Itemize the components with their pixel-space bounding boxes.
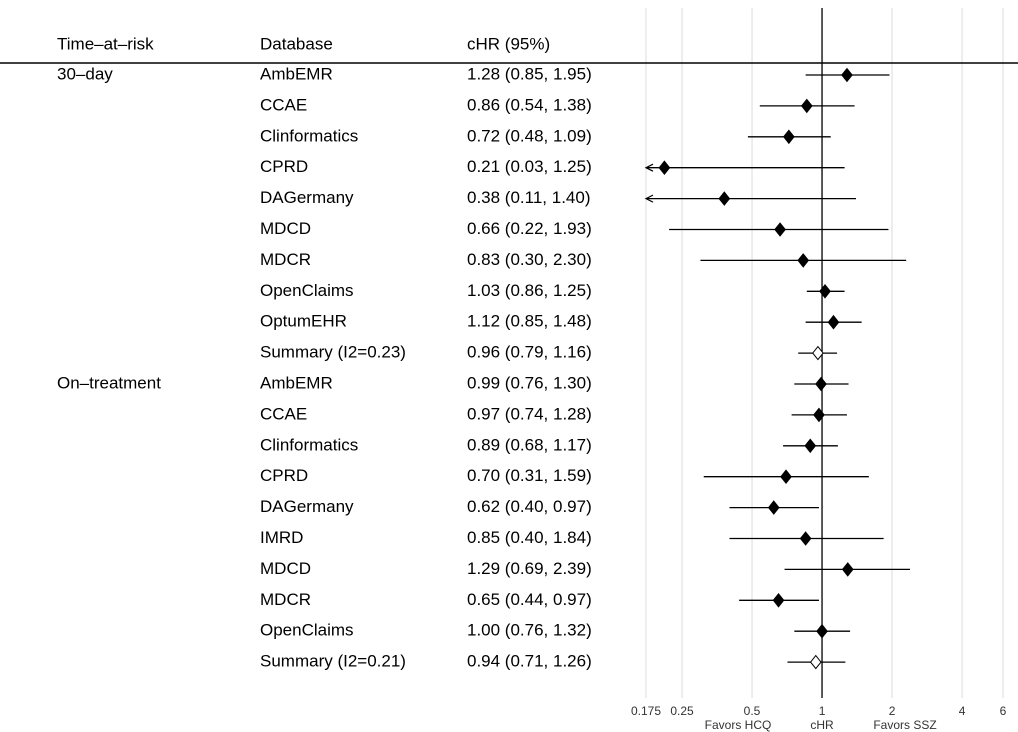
value-label: 0.94 (0.71, 1.26): [467, 652, 592, 671]
value-label: 1.03 (0.86, 1.25): [467, 281, 592, 300]
estimate-marker: [767, 500, 780, 515]
value-label: 0.86 (0.54, 1.38): [467, 95, 592, 114]
x-axis-label: cHR: [810, 718, 834, 732]
category-label: MDCD: [260, 219, 311, 238]
x-tick-label: 0.25: [670, 704, 694, 718]
value-label: 0.66 (0.22, 1.93): [467, 219, 592, 238]
category-label: Clinformatics: [260, 435, 358, 454]
category-label: Summary (I2=0.23): [260, 343, 406, 362]
value-label: 0.21 (0.03, 1.25): [467, 157, 592, 176]
value-label: 0.99 (0.76, 1.30): [467, 373, 592, 392]
value-label: 1.28 (0.85, 1.95): [467, 64, 592, 83]
category-label: Clinformatics: [260, 126, 358, 145]
value-label: 0.65 (0.44, 0.97): [467, 590, 592, 609]
column-header: Time–at–risk: [57, 34, 154, 53]
category-label: IMRD: [260, 528, 303, 547]
estimate-marker: [658, 160, 671, 176]
value-label: 0.97 (0.74, 1.28): [467, 404, 592, 423]
estimate-marker: [827, 314, 840, 330]
estimate-marker: [783, 129, 795, 145]
annotation: Favors SSZ: [873, 718, 936, 732]
category-label: OpenClaims: [260, 621, 354, 640]
category-label: CCAE: [260, 95, 307, 114]
x-tick-label: 0.5: [744, 704, 761, 718]
category-label: MDCR: [260, 250, 311, 269]
category-label: DAGermany: [260, 188, 354, 207]
estimate-marker: [812, 345, 824, 361]
value-label: 0.96 (0.79, 1.16): [467, 343, 592, 362]
category-label: CPRD: [260, 157, 308, 176]
category-label: CCAE: [260, 404, 307, 423]
estimate-marker: [813, 407, 825, 423]
category-label: MDCR: [260, 590, 311, 609]
estimate-marker: [815, 376, 827, 392]
x-tick-label: 6: [1000, 704, 1007, 718]
ci-arrow: [644, 163, 654, 172]
estimate-marker: [797, 253, 810, 268]
category-label: AmbEMR: [260, 64, 333, 83]
value-label: 0.83 (0.30, 2.30): [467, 250, 592, 269]
category-label: AmbEMR: [260, 373, 333, 392]
value-label: 0.38 (0.11, 1.40): [467, 188, 591, 207]
category-label: OptumEHR: [260, 312, 347, 331]
estimate-marker: [804, 438, 817, 454]
estimate-marker: [780, 469, 792, 485]
estimate-marker: [799, 531, 812, 546]
value-label: 1.29 (0.69, 2.39): [467, 559, 592, 578]
category-label: MDCD: [260, 559, 311, 578]
value-label: 0.72 (0.48, 1.09): [467, 126, 592, 145]
category-label: CPRD: [260, 466, 308, 485]
column-header: Database: [260, 34, 333, 53]
category-label: Summary (I2=0.21): [260, 652, 406, 671]
category-label: OpenClaims: [260, 281, 354, 300]
estimate-marker: [816, 623, 828, 639]
estimate-marker: [800, 98, 813, 114]
x-tick-label: 4: [959, 704, 966, 718]
estimate-marker: [772, 592, 785, 608]
estimate-marker: [809, 654, 822, 670]
value-label: 1.12 (0.85, 1.48): [467, 312, 592, 331]
estimate-marker: [841, 562, 854, 577]
column-header: cHR (95%): [467, 34, 550, 53]
estimate-marker: [819, 283, 831, 299]
group-label: 30–day: [57, 64, 113, 83]
value-label: 1.00 (0.76, 1.32): [467, 621, 592, 640]
value-label: 0.85 (0.40, 1.84): [467, 528, 592, 547]
x-tick-label: 0.175: [631, 704, 661, 718]
estimate-marker: [718, 191, 731, 206]
value-label: 0.70 (0.31, 1.59): [467, 466, 592, 485]
annotation: Favors HCQ: [705, 718, 772, 732]
x-tick-label: 2: [889, 704, 896, 718]
category-label: DAGermany: [260, 497, 354, 516]
value-label: 0.62 (0.40, 0.97): [467, 497, 592, 516]
group-label: On–treatment: [57, 373, 161, 392]
value-label: 0.89 (0.68, 1.17): [467, 435, 592, 454]
estimate-marker: [774, 222, 786, 237]
ci-arrow: [644, 194, 654, 203]
estimate-marker: [841, 67, 853, 83]
x-tick-label: 1: [819, 704, 826, 718]
